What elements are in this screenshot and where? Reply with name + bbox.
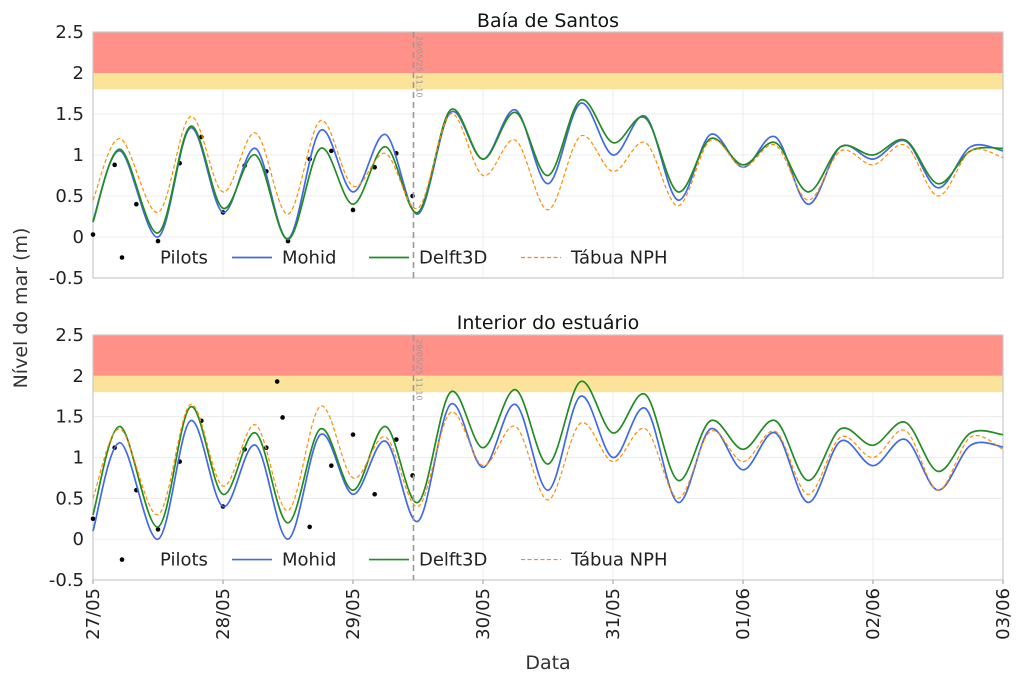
legend-label: Tábua NPH (570, 550, 668, 571)
y-tick-label: 0.5 (55, 488, 84, 509)
x-tick-label: 30/05 (473, 588, 494, 640)
y-tick-label: -0.5 (49, 570, 84, 591)
plot-frame (92, 334, 1004, 581)
chart-panel: -0.5 0 0.5 1 1.5 2 2.5 Baía de Santos 29/05/25 1… (49, 10, 1004, 289)
panel-title: Baía de Santos (477, 10, 619, 32)
x-axis-label: Data (525, 652, 570, 674)
pilots-point (329, 148, 334, 154)
x-tick-label: 02/06 (863, 588, 884, 640)
pilots-point (350, 432, 356, 437)
y-axis-label: Nível do mar (m) (10, 228, 32, 389)
pilots-point (90, 516, 96, 522)
y-tick-label: -0.5 (49, 268, 84, 289)
legend-marker-pilots (119, 557, 125, 562)
x-tick-label: 03/06 (993, 588, 1014, 640)
pilots-point (329, 463, 334, 468)
chart-panel: -0.5 0 0.5 1 1.5 2 2.5 Interior do estuário 29/0… (49, 312, 1004, 591)
y-tick-label: 2 (73, 63, 84, 84)
legend-label: Pilots (160, 248, 208, 269)
x-tick-label: 31/05 (603, 588, 624, 640)
x-tick-label: 29/05 (343, 588, 364, 640)
plot-frame (92, 31, 1004, 279)
legend-marker-pilots (119, 255, 125, 260)
y-tick-label: 0 (73, 227, 84, 248)
t-bua-nph-series-line (92, 403, 1004, 516)
y-tick-label: 1.5 (55, 104, 84, 125)
y-tick-label: 1 (73, 145, 84, 166)
legend-label: Pilots (160, 550, 208, 571)
pilots-point (134, 201, 139, 207)
x-tick-label: 28/05 (213, 588, 234, 640)
pilots-point (372, 491, 377, 497)
y-tick-label: 2.5 (55, 22, 84, 43)
pilots-point (90, 232, 96, 237)
delft3d-series-line (92, 99, 1004, 241)
y-tick-label: 2 (73, 366, 84, 387)
legend-label: Mohid (282, 550, 336, 571)
now-marker-label: 29/05/25 11:10 (414, 339, 423, 401)
mohid-series-line (92, 102, 1004, 240)
delft3d-series-line (92, 380, 1004, 528)
legend-label: Mohid (282, 248, 336, 269)
pilots-point (155, 527, 161, 532)
yellow-alert-band (93, 375, 1003, 393)
y-tick-label: 1.5 (55, 407, 84, 428)
t-bua-nph-series-line (92, 113, 1004, 215)
y-tick-label: 0 (73, 529, 84, 550)
y-tick-label: 0.5 (55, 186, 84, 207)
now-marker-label: 29/05/25 11:10 (414, 36, 423, 98)
mohid-series-line (92, 395, 1004, 541)
legend-label: Delft3D (419, 550, 487, 571)
panel-title: Interior do estuário (457, 312, 640, 334)
red-alert-band (93, 335, 1003, 376)
pilots-point (350, 207, 356, 213)
pilots-point (112, 162, 117, 168)
y-tick-label: 2.5 (55, 325, 84, 346)
pilots-point (280, 415, 285, 420)
pilots-point (274, 379, 280, 384)
pilots-point (394, 437, 399, 442)
y-tick-label: 1 (73, 448, 84, 469)
yellow-alert-band (93, 73, 1003, 90)
legend-label: Tábua NPH (570, 248, 668, 269)
x-tick-label: 27/05 (83, 588, 104, 640)
pilots-point (307, 524, 312, 530)
pilots-point (155, 238, 161, 244)
red-alert-band (93, 32, 1003, 73)
x-tick-label: 01/06 (733, 588, 754, 640)
legend-label: Delft3D (419, 248, 487, 269)
